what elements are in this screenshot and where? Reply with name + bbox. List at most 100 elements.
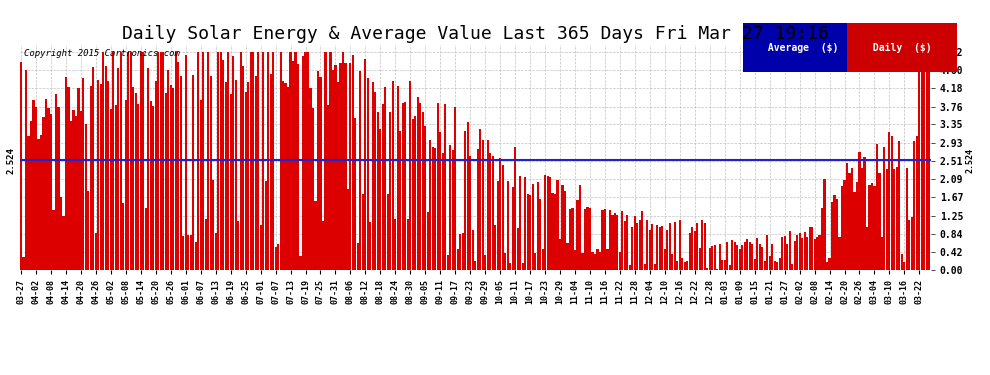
Bar	[449, 145, 451, 270]
Bar	[671, 254, 673, 270]
Bar	[848, 172, 850, 270]
Bar	[546, 177, 548, 270]
Bar	[379, 129, 381, 270]
Bar	[911, 217, 913, 270]
Bar	[45, 99, 48, 270]
Bar	[284, 83, 287, 270]
Bar	[612, 215, 614, 270]
Bar	[459, 234, 461, 270]
Bar	[632, 227, 634, 270]
Bar	[714, 245, 716, 270]
Bar	[684, 262, 686, 270]
Bar	[492, 156, 494, 270]
Bar	[240, 52, 242, 270]
Bar	[739, 249, 741, 270]
Bar	[138, 104, 140, 270]
Bar	[914, 141, 916, 270]
Bar	[742, 245, 743, 270]
Bar	[551, 192, 553, 270]
Bar	[117, 68, 120, 270]
Bar	[100, 84, 102, 270]
Bar	[399, 131, 401, 270]
Bar	[469, 156, 471, 270]
Bar	[70, 121, 72, 270]
Bar	[732, 240, 734, 270]
Bar	[569, 209, 571, 270]
Bar	[152, 106, 154, 270]
Bar	[394, 219, 396, 270]
Bar	[177, 62, 179, 270]
Bar	[886, 169, 888, 270]
Bar	[72, 110, 74, 270]
Bar	[20, 62, 22, 270]
Bar	[225, 82, 227, 270]
Bar	[174, 52, 177, 270]
Bar	[364, 59, 366, 270]
Bar	[346, 189, 349, 270]
Bar	[561, 184, 563, 270]
Bar	[419, 103, 422, 270]
Bar	[539, 200, 542, 270]
Bar	[617, 215, 619, 270]
Bar	[926, 57, 928, 270]
Bar	[427, 212, 429, 270]
Bar	[571, 208, 573, 270]
Bar	[494, 225, 496, 270]
Bar	[663, 249, 666, 270]
Bar	[235, 80, 237, 270]
Bar	[856, 182, 858, 270]
Bar	[245, 92, 247, 270]
Bar	[622, 211, 624, 270]
Bar	[858, 152, 860, 270]
Bar	[845, 163, 848, 270]
Bar	[269, 74, 271, 270]
Bar	[95, 233, 97, 270]
Bar	[898, 141, 901, 270]
Bar	[200, 100, 202, 270]
Text: Daily  ($): Daily ($)	[867, 43, 938, 53]
Bar	[719, 244, 721, 270]
Bar	[249, 52, 251, 270]
Bar	[878, 172, 880, 270]
Bar	[294, 52, 297, 270]
Bar	[686, 261, 688, 270]
Bar	[312, 108, 314, 270]
Bar	[834, 195, 836, 270]
Bar	[23, 257, 25, 270]
Bar	[729, 265, 731, 270]
Bar	[397, 86, 399, 270]
Bar	[581, 253, 583, 270]
Bar	[345, 63, 346, 270]
Bar	[656, 225, 658, 270]
Bar	[164, 93, 167, 270]
Bar	[891, 136, 893, 270]
Bar	[38, 139, 40, 270]
Bar	[87, 191, 89, 270]
Bar	[430, 140, 432, 270]
Bar	[162, 52, 164, 270]
Bar	[814, 239, 816, 270]
Bar	[409, 81, 412, 270]
Bar	[512, 187, 514, 270]
Bar	[75, 116, 77, 270]
Bar	[461, 233, 463, 270]
Bar	[599, 252, 601, 270]
Bar	[554, 194, 556, 270]
Bar	[335, 66, 337, 270]
Bar	[264, 182, 266, 270]
Bar	[67, 87, 69, 270]
Bar	[756, 238, 758, 270]
Bar	[342, 52, 344, 270]
Bar	[639, 220, 641, 270]
Bar	[489, 153, 491, 270]
Bar	[435, 148, 437, 270]
Bar	[351, 55, 354, 270]
Bar	[721, 261, 724, 270]
Bar	[25, 70, 27, 270]
Bar	[180, 76, 182, 270]
Bar	[474, 261, 476, 270]
Bar	[327, 105, 329, 270]
Bar	[694, 231, 696, 270]
Bar	[33, 100, 35, 270]
Bar	[277, 244, 279, 270]
